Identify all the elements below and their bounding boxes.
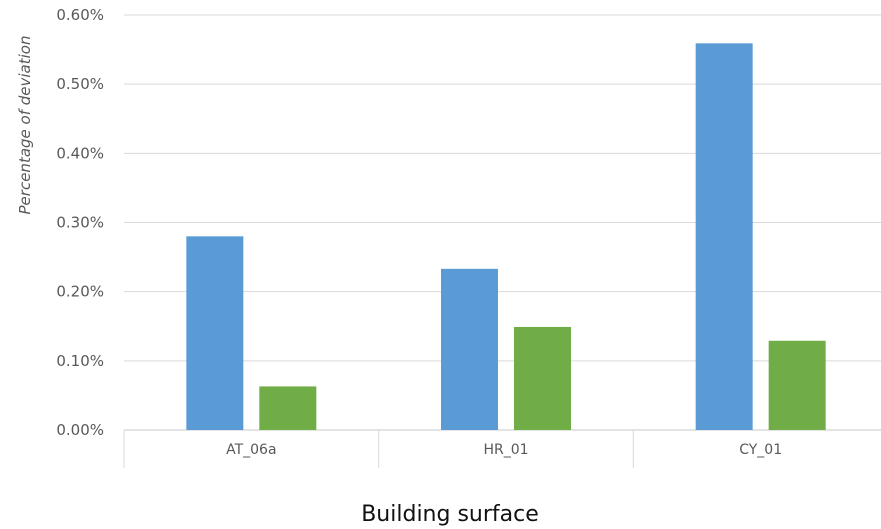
bar-series1-hr-01: [441, 268, 498, 430]
y-tick-label: 0.50%: [56, 75, 104, 93]
bar-series1-cy-01: [695, 43, 753, 430]
x-tick-label: HR_01: [483, 442, 528, 458]
bar-series2-at-06a: [259, 386, 317, 430]
x-axis: AT_06a HR_01 CY_01: [123, 430, 782, 468]
bar-series2-hr-01: [514, 326, 571, 430]
x-tick-label: AT_06a: [226, 442, 276, 458]
x-tick-label: CY_01: [739, 442, 782, 458]
y-tick-label: 0.20%: [56, 283, 104, 301]
y-axis-ticks: 0.00% 0.10% 0.20% 0.30% 0.40% 0.50% 0.60%: [56, 6, 104, 439]
bars: [186, 43, 826, 430]
y-tick-label: 0.30%: [56, 214, 104, 232]
y-tick-label: 0.00%: [56, 421, 104, 439]
y-tick-label: 0.10%: [56, 352, 104, 370]
y-tick-label: 0.60%: [56, 6, 104, 24]
x-axis-label: Building surface: [361, 502, 539, 527]
bar-series2-cy-01: [768, 340, 826, 430]
bar-series1-at-06a: [186, 236, 244, 430]
gridlines: [124, 14, 881, 431]
y-axis-label: Percentage of deviation: [16, 36, 34, 215]
y-tick-label: 0.40%: [56, 144, 104, 162]
